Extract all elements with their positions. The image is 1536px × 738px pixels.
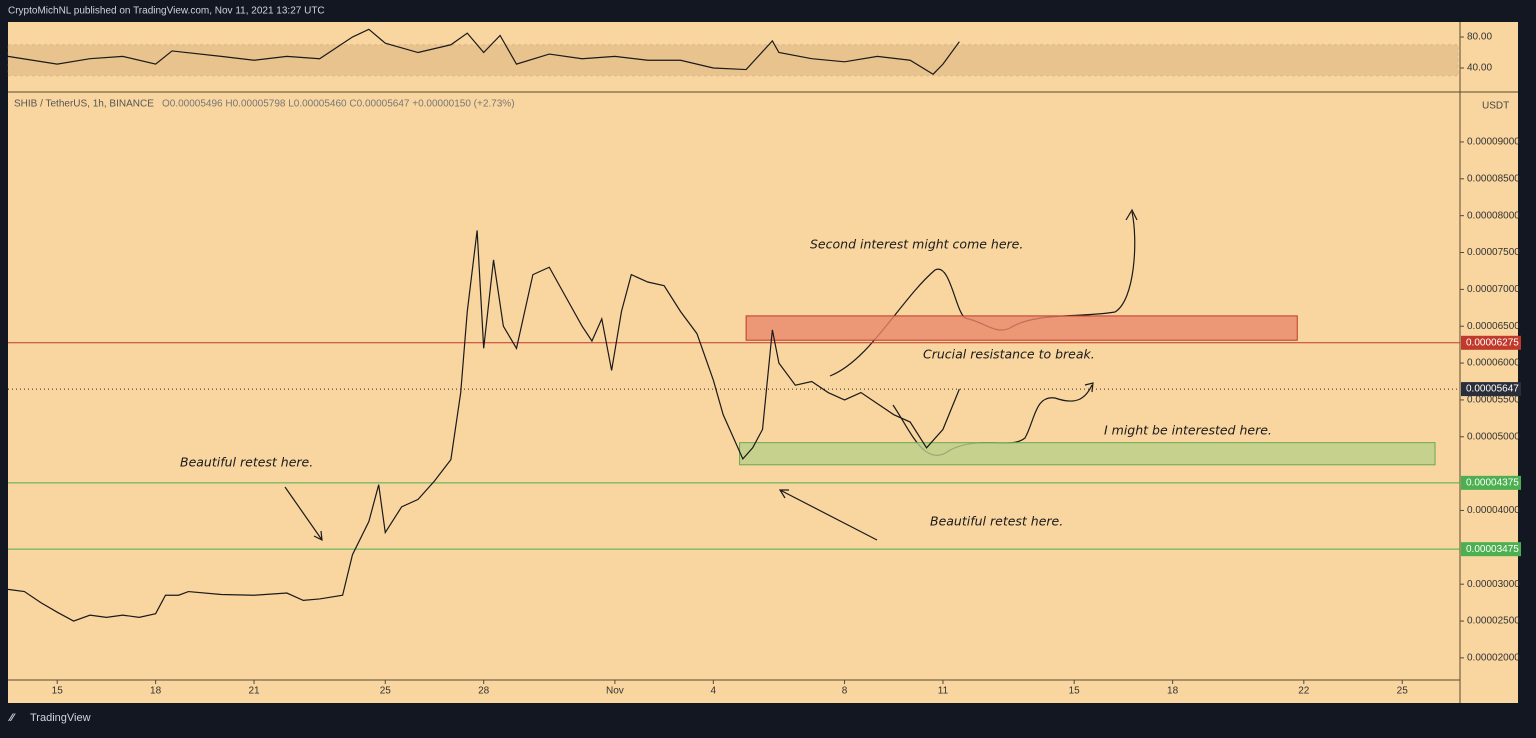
y-tick-label: 0.00009000 — [1467, 137, 1520, 148]
level-tag — [1461, 335, 1521, 350]
x-tick-label: 15 — [52, 686, 64, 697]
x-tick-label: 18 — [150, 686, 162, 697]
chart-area — [8, 22, 1518, 703]
level-label: 0.00004375 — [1466, 477, 1519, 488]
x-tick-label: 25 — [1397, 686, 1409, 697]
publisher: CryptoMichNL published on TradingView.co… — [8, 6, 325, 17]
x-tick-label: 11 — [938, 686, 949, 697]
unit: USDT — [1482, 101, 1509, 112]
y-tick-label: 0.00005000 — [1467, 431, 1520, 442]
level-label: 0.00005647 — [1466, 384, 1519, 395]
x-tick-label: 28 — [478, 686, 490, 697]
x-tick-label: 21 — [248, 686, 260, 697]
annotation: Crucial resistance to break. — [923, 347, 1095, 362]
level-tag — [1461, 475, 1521, 490]
price-line — [7, 230, 960, 622]
arrow-head — [1125, 208, 1138, 221]
y-tick-label: 0.00007500 — [1467, 247, 1520, 258]
x-tick-label: 22 — [1298, 686, 1310, 697]
annotation: Beautiful retest here. — [180, 455, 313, 470]
y-tick-label: 80.00 — [1467, 32, 1492, 43]
level-label: 0.00006275 — [1466, 337, 1519, 348]
y-tick-label: 0.00006500 — [1467, 321, 1520, 332]
logo: ⁄⁄ — [7, 712, 16, 724]
x-tick-label: 8 — [842, 686, 848, 697]
zone — [745, 315, 1298, 341]
x-tick-label: 4 — [711, 686, 717, 697]
level-label: 0.00003475 — [1466, 544, 1519, 555]
rsi-band — [7, 44, 1459, 77]
y-tick-label: 0.00002500 — [1467, 616, 1520, 627]
y-tick-label: 0.00008500 — [1467, 173, 1520, 184]
level-tag — [1461, 542, 1521, 557]
x-tick-label: Nov — [606, 686, 624, 697]
annotation: Beautiful retest here. — [930, 514, 1063, 529]
y-tick-label: 0.00004000 — [1467, 505, 1520, 516]
zone — [739, 442, 1436, 466]
y-tick-label: 0.00005500 — [1467, 395, 1520, 406]
y-tick-label: 0.00007000 — [1467, 284, 1520, 295]
x-tick-label: 15 — [1069, 686, 1081, 697]
level-tag — [1461, 382, 1521, 397]
y-tick-label: 0.00003000 — [1467, 579, 1520, 590]
x-tick-label: 18 — [1167, 686, 1179, 697]
y-tick-label: 0.00008000 — [1467, 210, 1520, 221]
y-tick-label: 40.00 — [1467, 63, 1492, 74]
y-tick-label: 0.00006000 — [1467, 358, 1520, 369]
annotation: Second interest might come here. — [810, 237, 1023, 252]
arrow — [778, 489, 878, 541]
arrow — [284, 486, 323, 542]
footer-brand: TradingView — [30, 712, 91, 724]
price-line — [7, 28, 960, 75]
symbol: SHIB / TetherUS, 1h, BINANCE — [14, 99, 154, 110]
annotation: I might be interested here. — [1104, 423, 1272, 438]
ohlc: O0.00005496 H0.00005798 L0.00005460 C0.0… — [162, 99, 515, 110]
x-tick-label: 25 — [380, 686, 392, 697]
y-tick-label: 0.00002000 — [1467, 653, 1520, 664]
